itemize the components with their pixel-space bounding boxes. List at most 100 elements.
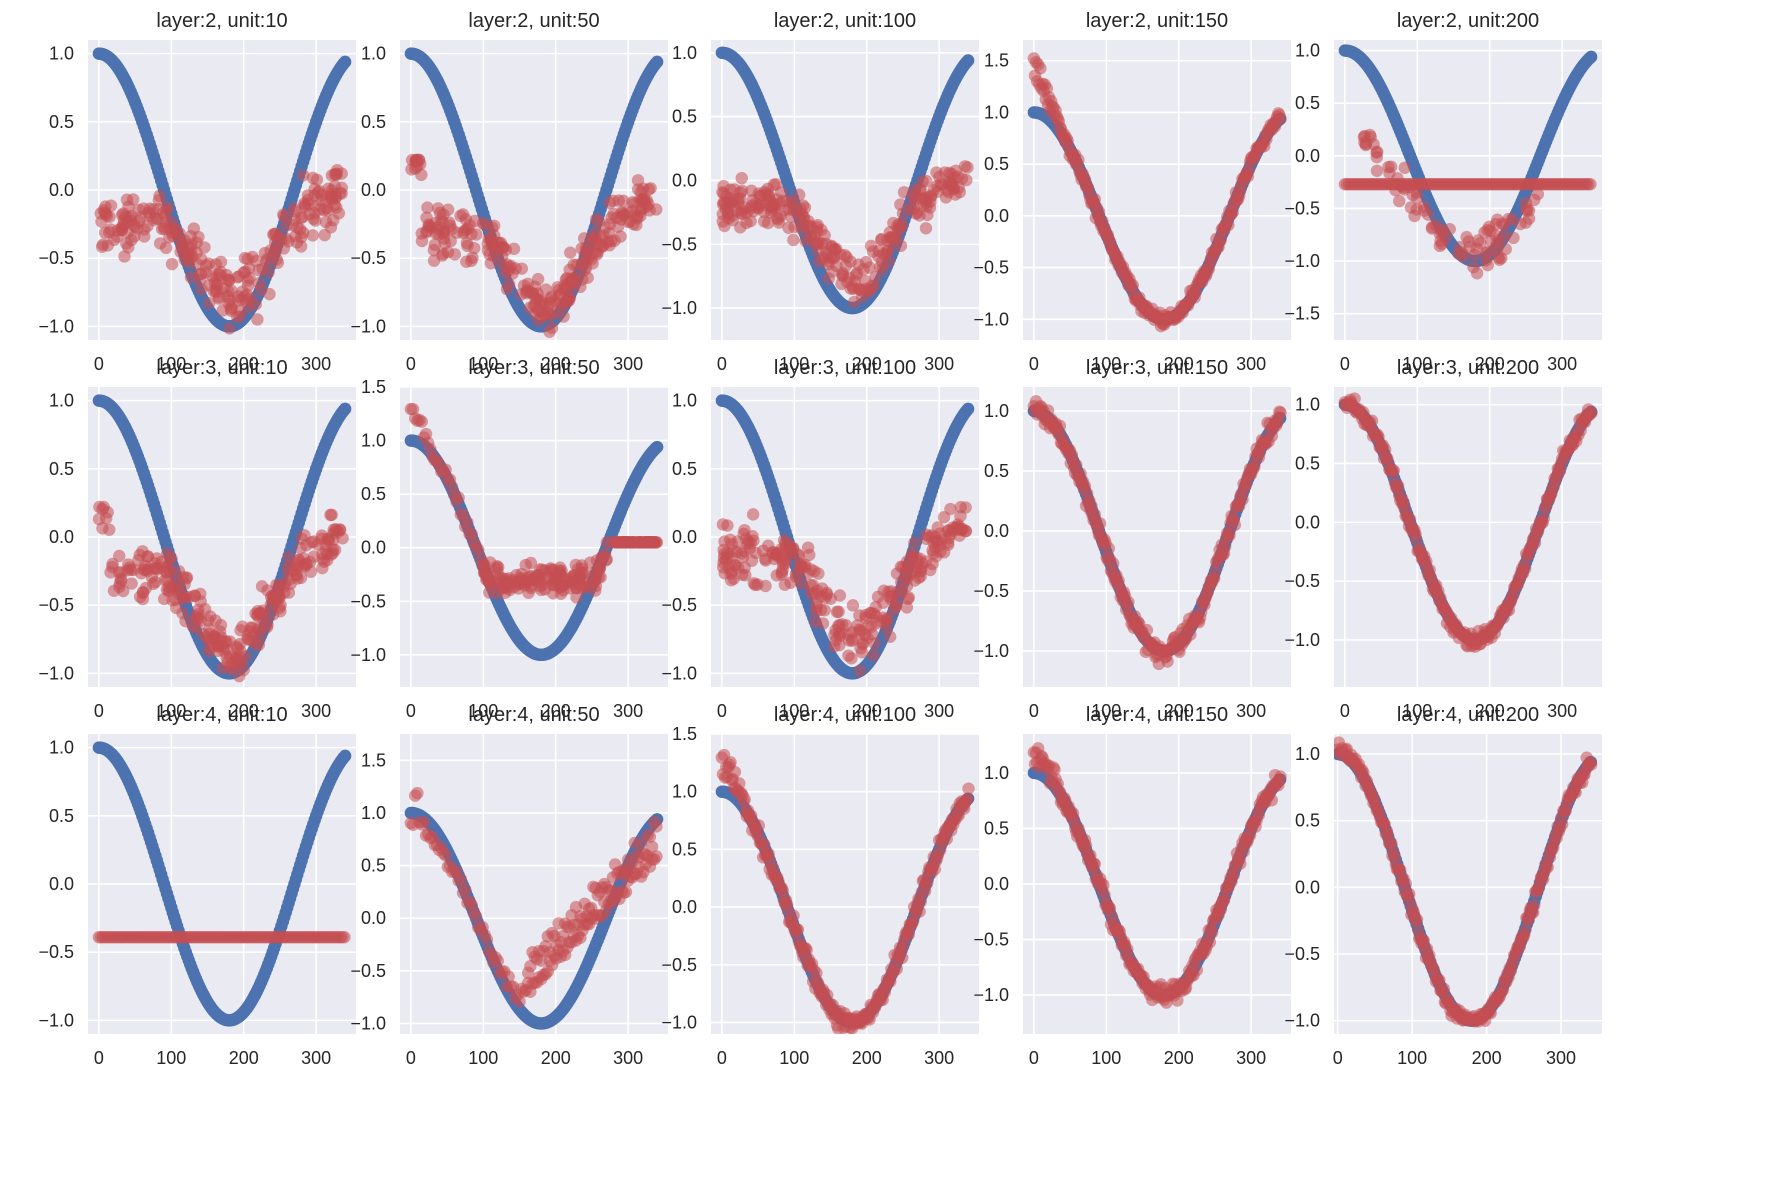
y-tick-label: −1.0 [661, 298, 697, 318]
prediction-point [1393, 194, 1406, 208]
prediction-point [603, 196, 616, 210]
prediction-point [604, 211, 618, 224]
prediction-point [436, 247, 449, 260]
plot-area [1027, 395, 1287, 671]
prediction-point [633, 209, 647, 223]
prediction-point [857, 263, 870, 276]
prediction-point [103, 523, 116, 536]
prediction-point [310, 173, 324, 186]
prediction-series [404, 786, 663, 1008]
prediction-point [817, 250, 830, 263]
prediction-point [328, 179, 342, 193]
prediction-point [1474, 236, 1487, 250]
prediction-point [948, 171, 961, 184]
prediction-series [92, 930, 351, 944]
prediction-point [642, 183, 655, 196]
prediction-point [845, 634, 859, 647]
prediction-point [534, 309, 547, 323]
prediction-point [482, 586, 495, 599]
prediction-point [853, 609, 866, 622]
prediction-point [762, 188, 776, 202]
prediction-point [721, 200, 734, 213]
prediction-point [1408, 209, 1421, 223]
prediction-point [839, 619, 853, 632]
plot-area [1027, 52, 1287, 333]
y-tick-label: 1.5 [360, 750, 385, 770]
x-tick-label: 300 [1547, 701, 1577, 721]
prediction-point [748, 578, 762, 592]
prediction-point [132, 203, 145, 217]
prediction-point [531, 272, 544, 286]
y-tick-label: 0.0 [983, 206, 1008, 226]
x-tick-label: 200 [852, 701, 882, 721]
prediction-point [1410, 186, 1423, 199]
prediction-point [717, 556, 730, 569]
x-tick-label: 0 [1028, 354, 1038, 374]
y-tick-label: −1.0 [350, 645, 386, 665]
prediction-point [792, 188, 806, 201]
x-tick-label: 300 [613, 354, 643, 374]
prediction-point [830, 605, 844, 619]
x-tick-label: 300 [1547, 354, 1577, 374]
prediction-point [122, 558, 135, 571]
prediction-point [845, 652, 858, 665]
y-tick-label: 0.0 [360, 538, 385, 558]
reference-series [92, 741, 352, 1027]
subplot-title: layer:2, unit:150 [1085, 10, 1227, 32]
prediction-point [1235, 493, 1249, 506]
subplot-7: 0 100 200 300 1.5 1.0 0.5 0.0 −0.5 −1.0 layer:3, u… [312, 347, 668, 739]
prediction-point [438, 463, 452, 476]
prediction-point [855, 646, 869, 659]
prediction-point [212, 290, 226, 304]
prediction-point [1365, 414, 1379, 427]
subplot-9: 0 100 200 300 1.0 0.5 0.0 −0.5 −1.0 layer:3, unit… [935, 347, 1291, 739]
prediction-point [318, 228, 331, 242]
prediction-point [908, 536, 921, 549]
prediction-point [778, 548, 791, 561]
prediction-point [777, 533, 791, 547]
prediction-point [218, 645, 231, 658]
prediction-point [721, 519, 734, 532]
prediction-point [734, 221, 747, 234]
prediction-point [1348, 392, 1361, 405]
plot-area [404, 402, 663, 662]
subplot-title: layer:2, unit:10 [156, 10, 287, 32]
x-tick-label: 100 [1091, 354, 1121, 374]
prediction-point [1507, 231, 1520, 245]
prediction-series [716, 160, 974, 309]
prediction-point [512, 995, 526, 1008]
prediction-point [1033, 62, 1047, 75]
prediction-point [153, 237, 167, 250]
prediction-point [744, 214, 757, 228]
plot-area [404, 47, 663, 338]
prediction-point [858, 628, 872, 642]
y-tick-label: −1.0 [661, 663, 697, 683]
y-tick-label: 1.0 [1295, 395, 1320, 415]
x-tick-label: 300 [1236, 354, 1266, 374]
y-tick-label: −0.5 [973, 581, 1009, 601]
prediction-point [306, 229, 319, 242]
prediction-point [151, 563, 164, 576]
prediction-point [833, 629, 847, 642]
y-tick-label: −0.5 [1284, 571, 1320, 591]
prediction-point [325, 508, 338, 522]
prediction-point [214, 618, 228, 632]
prediction-point [824, 239, 838, 253]
y-tick-label: 1.0 [49, 738, 74, 758]
x-tick-label: 300 [301, 701, 331, 721]
y-tick-label: 0.5 [49, 459, 74, 479]
prediction-point [261, 618, 274, 631]
prediction-point [106, 560, 119, 574]
prediction-point [776, 563, 789, 576]
subplot-title: layer:3, unit:100 [774, 357, 916, 379]
y-tick-label: 0.0 [1295, 146, 1320, 166]
prediction-point [118, 250, 131, 263]
prediction-point [514, 288, 527, 301]
prediction-point [778, 203, 791, 217]
y-tick-label: 0.0 [49, 874, 74, 894]
prediction-point [464, 254, 478, 268]
prediction-point [894, 198, 907, 211]
x-tick-label: 100 [1091, 701, 1121, 721]
